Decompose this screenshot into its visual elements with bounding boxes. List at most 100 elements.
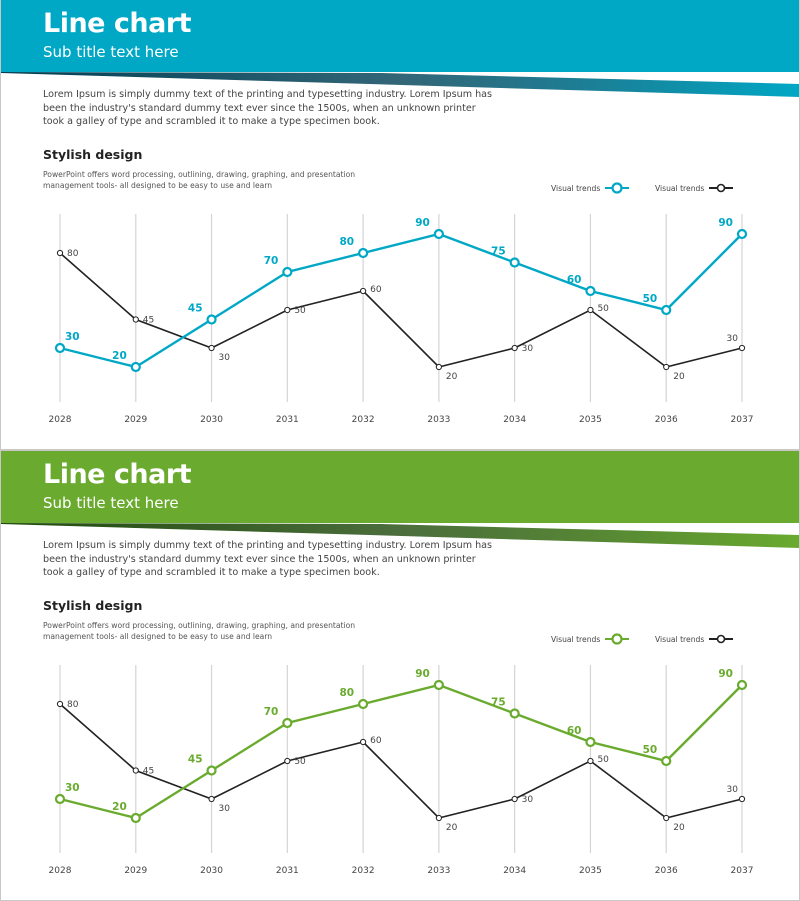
legend-item: Visual trends (655, 633, 734, 645)
data-label: 80 (67, 700, 79, 710)
series-line (59, 683, 743, 820)
legend-label: Visual trends (551, 183, 601, 193)
x-tick-label: 2030 (200, 415, 223, 425)
x-tick-label: 2031 (276, 415, 299, 425)
x-tick-label: 2034 (503, 866, 526, 876)
data-label: 60 (567, 725, 582, 737)
data-point (360, 287, 367, 295)
data-label: 75 (491, 697, 506, 709)
header-banner: Line chart Sub title text here (1, 451, 799, 523)
series-line (59, 703, 743, 819)
section-description: PowerPoint offers word processing, outli… (43, 621, 356, 641)
section-heading: Stylish design (43, 598, 143, 613)
x-tick-label: 2031 (276, 866, 299, 876)
legend-label: Visual trends (655, 183, 705, 193)
x-tick-label: 2029 (124, 415, 147, 425)
data-label: 30 (522, 344, 534, 354)
data-label: 50 (597, 755, 609, 765)
data-point (208, 344, 215, 352)
data-point (208, 795, 215, 803)
legend-item: Visual trends (655, 182, 734, 194)
slide-panel: Line chart Sub title text here Lorem Ipsum… (0, 450, 800, 901)
x-tick-label: 2033 (427, 866, 450, 876)
data-point (130, 812, 141, 824)
data-label: 80 (339, 236, 354, 248)
data-label: 45 (188, 303, 203, 315)
x-tick-label: 2036 (655, 866, 678, 876)
series-line (59, 232, 743, 369)
slide-title: Line chart (43, 459, 192, 490)
header-swoosh (1, 523, 799, 548)
data-point (736, 228, 748, 240)
data-label: 20 (446, 372, 458, 382)
slide-subtitle: Sub title text here (43, 43, 179, 61)
data-label: 60 (567, 274, 582, 286)
data-point (663, 363, 670, 371)
data-point (435, 814, 442, 822)
slide-subtitle: Sub title text here (43, 494, 179, 512)
data-point (132, 316, 139, 323)
legend-label: Visual trends (655, 634, 705, 644)
legend-marker-icon (709, 634, 734, 644)
data-label: 45 (143, 316, 154, 326)
series-line (59, 252, 743, 368)
data-point (738, 795, 746, 803)
data-point (130, 361, 141, 373)
x-tick-label: 2036 (655, 415, 678, 425)
data-point (509, 708, 520, 719)
data-label: 70 (264, 255, 279, 267)
data-label: 60 (370, 736, 382, 746)
data-point (284, 306, 291, 314)
data-point (509, 257, 520, 268)
data-point (661, 755, 672, 767)
data-label: 50 (643, 293, 658, 305)
data-label: 20 (673, 372, 685, 382)
data-label: 80 (339, 687, 354, 699)
x-tick-label: 2030 (200, 866, 223, 876)
x-tick-label: 2035 (579, 866, 602, 876)
legend-marker-icon (709, 183, 734, 193)
data-label: 50 (294, 306, 306, 316)
data-point (284, 757, 291, 765)
data-point (282, 717, 293, 729)
x-tick-label: 2028 (49, 866, 72, 876)
data-point (433, 679, 444, 691)
data-label: 30 (727, 785, 739, 795)
x-tick-label: 2032 (352, 866, 375, 876)
line-chart: 2028 2029 2030 2031 2032 2033 2034 2035 2036 2037… (49, 214, 753, 425)
data-label: 30 (522, 795, 534, 805)
legend-item: Visual trends (551, 182, 630, 194)
data-label: 30 (65, 331, 80, 343)
intro-paragraph: Lorem Ipsum is simply dummy text of the … (43, 540, 493, 578)
slide-title: Line chart (43, 8, 192, 39)
data-label: 90 (718, 217, 733, 229)
data-point (663, 814, 670, 822)
x-tick-label: 2033 (427, 415, 450, 425)
data-label: 90 (718, 668, 733, 680)
data-label: 45 (143, 767, 154, 777)
data-point (360, 738, 367, 746)
data-point (511, 795, 518, 803)
x-tick-label: 2029 (124, 866, 147, 876)
section-description: PowerPoint offers word processing, outli… (43, 170, 356, 190)
slide-panel: Line chart Sub title text here Lorem Ipsum… (0, 0, 800, 450)
data-point (511, 344, 518, 352)
data-label: 30 (219, 353, 231, 363)
data-label: 20 (112, 350, 127, 362)
data-label: 90 (415, 668, 430, 680)
data-point (358, 247, 369, 259)
data-label: 90 (415, 217, 430, 229)
data-label: 30 (65, 782, 80, 794)
data-label: 70 (264, 706, 279, 718)
data-label: 50 (643, 744, 658, 756)
legend-marker-icon (605, 633, 630, 645)
data-point (56, 249, 64, 257)
data-label: 20 (673, 823, 685, 833)
legend-marker-icon (605, 182, 630, 194)
data-label: 30 (219, 804, 231, 814)
section-heading: Stylish design (43, 147, 143, 162)
x-tick-label: 2034 (503, 415, 526, 425)
data-point (54, 793, 66, 805)
data-point (738, 344, 746, 352)
